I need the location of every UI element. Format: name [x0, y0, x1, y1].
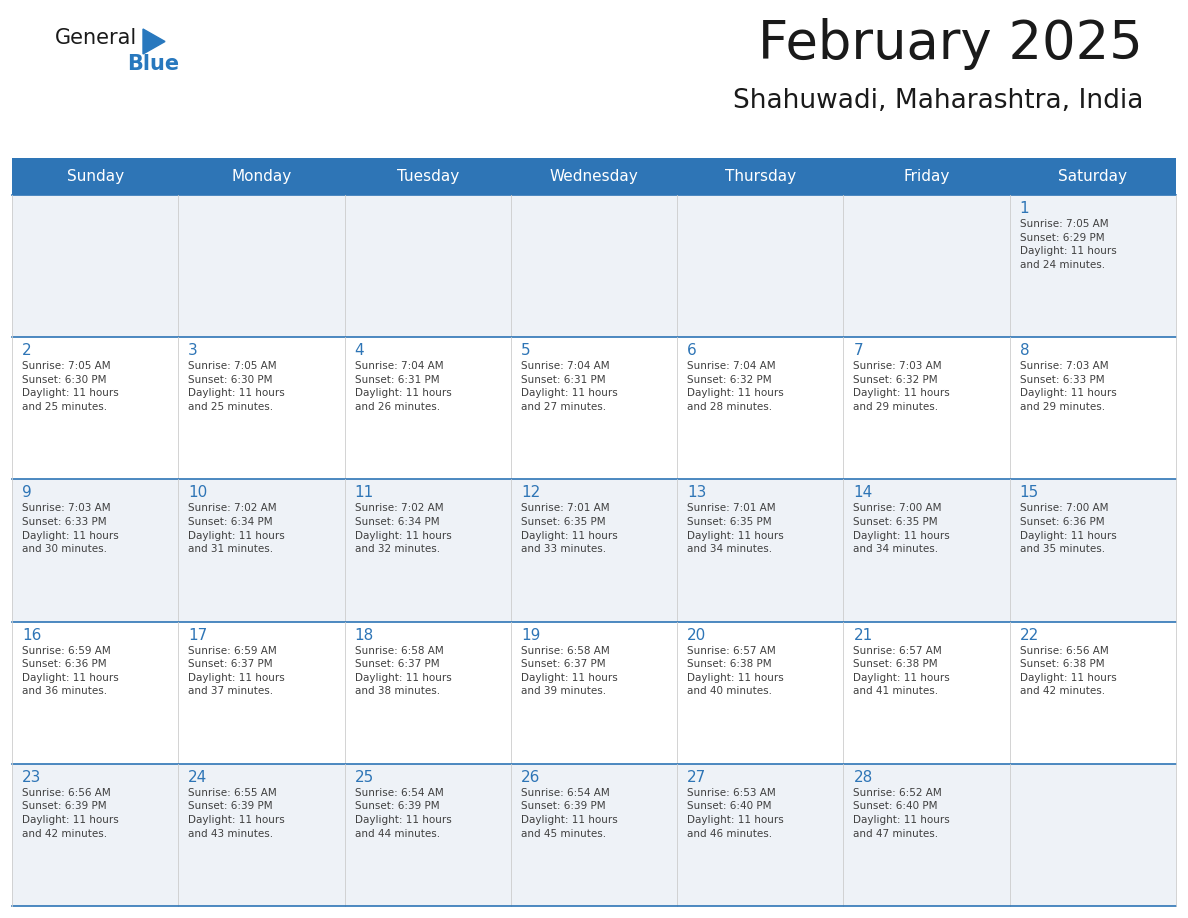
Text: 28: 28: [853, 770, 873, 785]
Text: 26: 26: [520, 770, 541, 785]
Text: Saturday: Saturday: [1059, 169, 1127, 184]
Text: Shahuwadi, Maharashtra, India: Shahuwadi, Maharashtra, India: [733, 88, 1143, 114]
Text: 23: 23: [23, 770, 42, 785]
Text: 14: 14: [853, 486, 873, 500]
Text: Sunrise: 7:03 AM
Sunset: 6:33 PM
Daylight: 11 hours
and 30 minutes.: Sunrise: 7:03 AM Sunset: 6:33 PM Dayligh…: [23, 503, 119, 554]
Text: 12: 12: [520, 486, 541, 500]
Text: Sunrise: 7:05 AM
Sunset: 6:30 PM
Daylight: 11 hours
and 25 minutes.: Sunrise: 7:05 AM Sunset: 6:30 PM Dayligh…: [188, 361, 285, 412]
Text: 16: 16: [23, 628, 42, 643]
Text: 18: 18: [354, 628, 374, 643]
Text: Sunrise: 6:56 AM
Sunset: 6:38 PM
Daylight: 11 hours
and 42 minutes.: Sunrise: 6:56 AM Sunset: 6:38 PM Dayligh…: [1019, 645, 1117, 697]
Text: Sunrise: 6:54 AM
Sunset: 6:39 PM
Daylight: 11 hours
and 44 minutes.: Sunrise: 6:54 AM Sunset: 6:39 PM Dayligh…: [354, 788, 451, 839]
Text: Sunrise: 7:03 AM
Sunset: 6:32 PM
Daylight: 11 hours
and 29 minutes.: Sunrise: 7:03 AM Sunset: 6:32 PM Dayligh…: [853, 361, 950, 412]
Text: Sunrise: 7:01 AM
Sunset: 6:35 PM
Daylight: 11 hours
and 34 minutes.: Sunrise: 7:01 AM Sunset: 6:35 PM Dayligh…: [687, 503, 784, 554]
Text: 20: 20: [687, 628, 707, 643]
Text: Sunrise: 6:52 AM
Sunset: 6:40 PM
Daylight: 11 hours
and 47 minutes.: Sunrise: 6:52 AM Sunset: 6:40 PM Dayligh…: [853, 788, 950, 839]
Text: Sunrise: 6:58 AM
Sunset: 6:37 PM
Daylight: 11 hours
and 39 minutes.: Sunrise: 6:58 AM Sunset: 6:37 PM Dayligh…: [520, 645, 618, 697]
Text: 7: 7: [853, 343, 862, 358]
Text: 15: 15: [1019, 486, 1040, 500]
Text: Sunrise: 6:56 AM
Sunset: 6:39 PM
Daylight: 11 hours
and 42 minutes.: Sunrise: 6:56 AM Sunset: 6:39 PM Dayligh…: [23, 788, 119, 839]
Text: Sunrise: 7:05 AM
Sunset: 6:29 PM
Daylight: 11 hours
and 24 minutes.: Sunrise: 7:05 AM Sunset: 6:29 PM Dayligh…: [1019, 219, 1117, 270]
Text: Sunrise: 7:02 AM
Sunset: 6:34 PM
Daylight: 11 hours
and 32 minutes.: Sunrise: 7:02 AM Sunset: 6:34 PM Dayligh…: [354, 503, 451, 554]
Bar: [12, 479, 1176, 621]
Text: 17: 17: [188, 628, 208, 643]
Text: Sunrise: 7:00 AM
Sunset: 6:36 PM
Daylight: 11 hours
and 35 minutes.: Sunrise: 7:00 AM Sunset: 6:36 PM Dayligh…: [1019, 503, 1117, 554]
Text: 6: 6: [687, 343, 697, 358]
Bar: [12, 337, 1176, 479]
Text: 3: 3: [188, 343, 198, 358]
Text: Sunrise: 6:57 AM
Sunset: 6:38 PM
Daylight: 11 hours
and 40 minutes.: Sunrise: 6:57 AM Sunset: 6:38 PM Dayligh…: [687, 645, 784, 697]
Text: Tuesday: Tuesday: [397, 169, 459, 184]
Text: 4: 4: [354, 343, 365, 358]
Text: 13: 13: [687, 486, 707, 500]
Text: Sunrise: 7:04 AM
Sunset: 6:31 PM
Daylight: 11 hours
and 27 minutes.: Sunrise: 7:04 AM Sunset: 6:31 PM Dayligh…: [520, 361, 618, 412]
Text: General: General: [55, 28, 138, 48]
Text: February 2025: February 2025: [758, 18, 1143, 70]
Text: Sunrise: 6:57 AM
Sunset: 6:38 PM
Daylight: 11 hours
and 41 minutes.: Sunrise: 6:57 AM Sunset: 6:38 PM Dayligh…: [853, 645, 950, 697]
Bar: [12, 195, 1176, 337]
Text: Sunrise: 7:02 AM
Sunset: 6:34 PM
Daylight: 11 hours
and 31 minutes.: Sunrise: 7:02 AM Sunset: 6:34 PM Dayligh…: [188, 503, 285, 554]
Text: Sunrise: 6:58 AM
Sunset: 6:37 PM
Daylight: 11 hours
and 38 minutes.: Sunrise: 6:58 AM Sunset: 6:37 PM Dayligh…: [354, 645, 451, 697]
Text: 8: 8: [1019, 343, 1029, 358]
Bar: [12, 764, 1176, 906]
Text: Sunrise: 6:53 AM
Sunset: 6:40 PM
Daylight: 11 hours
and 46 minutes.: Sunrise: 6:53 AM Sunset: 6:40 PM Dayligh…: [687, 788, 784, 839]
Text: Sunrise: 7:01 AM
Sunset: 6:35 PM
Daylight: 11 hours
and 33 minutes.: Sunrise: 7:01 AM Sunset: 6:35 PM Dayligh…: [520, 503, 618, 554]
Text: 21: 21: [853, 628, 873, 643]
Text: 10: 10: [188, 486, 208, 500]
Text: Sunrise: 7:03 AM
Sunset: 6:33 PM
Daylight: 11 hours
and 29 minutes.: Sunrise: 7:03 AM Sunset: 6:33 PM Dayligh…: [1019, 361, 1117, 412]
Text: 22: 22: [1019, 628, 1040, 643]
Text: Friday: Friday: [903, 169, 949, 184]
Text: Thursday: Thursday: [725, 169, 796, 184]
Text: Wednesday: Wednesday: [550, 169, 638, 184]
Text: Blue: Blue: [127, 54, 179, 74]
Text: 11: 11: [354, 486, 374, 500]
Text: Monday: Monday: [232, 169, 291, 184]
Text: Sunrise: 6:54 AM
Sunset: 6:39 PM
Daylight: 11 hours
and 45 minutes.: Sunrise: 6:54 AM Sunset: 6:39 PM Dayligh…: [520, 788, 618, 839]
Text: Sunrise: 7:00 AM
Sunset: 6:35 PM
Daylight: 11 hours
and 34 minutes.: Sunrise: 7:00 AM Sunset: 6:35 PM Dayligh…: [853, 503, 950, 554]
Text: 25: 25: [354, 770, 374, 785]
Polygon shape: [143, 29, 165, 54]
Bar: [12, 621, 1176, 764]
Text: 24: 24: [188, 770, 208, 785]
Text: 1: 1: [1019, 201, 1029, 216]
Text: Sunrise: 7:04 AM
Sunset: 6:32 PM
Daylight: 11 hours
and 28 minutes.: Sunrise: 7:04 AM Sunset: 6:32 PM Dayligh…: [687, 361, 784, 412]
Text: Sunrise: 6:59 AM
Sunset: 6:36 PM
Daylight: 11 hours
and 36 minutes.: Sunrise: 6:59 AM Sunset: 6:36 PM Dayligh…: [23, 645, 119, 697]
Text: Sunrise: 6:59 AM
Sunset: 6:37 PM
Daylight: 11 hours
and 37 minutes.: Sunrise: 6:59 AM Sunset: 6:37 PM Dayligh…: [188, 645, 285, 697]
Text: 19: 19: [520, 628, 541, 643]
Text: Sunrise: 7:04 AM
Sunset: 6:31 PM
Daylight: 11 hours
and 26 minutes.: Sunrise: 7:04 AM Sunset: 6:31 PM Dayligh…: [354, 361, 451, 412]
Bar: [12, 158, 1176, 195]
Text: 2: 2: [23, 343, 32, 358]
Text: 9: 9: [23, 486, 32, 500]
Text: Sunday: Sunday: [67, 169, 124, 184]
Text: 27: 27: [687, 770, 707, 785]
Text: 5: 5: [520, 343, 531, 358]
Text: Sunrise: 6:55 AM
Sunset: 6:39 PM
Daylight: 11 hours
and 43 minutes.: Sunrise: 6:55 AM Sunset: 6:39 PM Dayligh…: [188, 788, 285, 839]
Text: Sunrise: 7:05 AM
Sunset: 6:30 PM
Daylight: 11 hours
and 25 minutes.: Sunrise: 7:05 AM Sunset: 6:30 PM Dayligh…: [23, 361, 119, 412]
